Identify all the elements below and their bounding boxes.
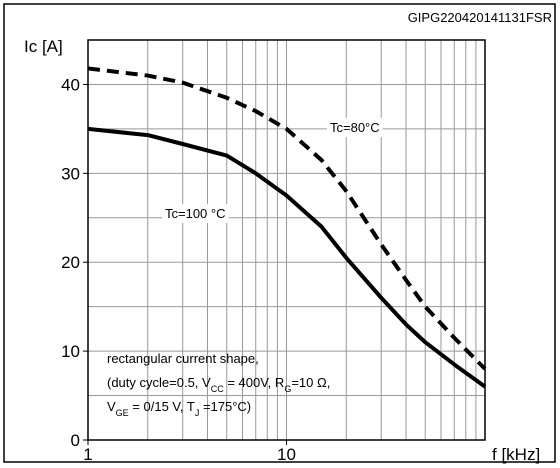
- outer-frame: [3, 3, 556, 463]
- x-tick-label: 1: [83, 445, 92, 464]
- annotation-part: J: [195, 408, 200, 418]
- y-tick-label: 30: [61, 164, 80, 183]
- y-tick-label: 10: [61, 342, 80, 361]
- series-line: [87, 66, 487, 371]
- label-bg: [327, 118, 383, 137]
- x-tick-label: 10: [277, 445, 296, 464]
- annotation-part: (duty cycle=0.5, V: [107, 375, 211, 390]
- annotation-part: = 0/15 V, T: [129, 399, 195, 414]
- annotation-part: G: [284, 384, 291, 394]
- annotation-part: = 400V, R: [224, 375, 285, 390]
- y-axis-label: Ic [A]: [24, 37, 63, 56]
- annotation-part: =10 Ω,: [291, 375, 330, 390]
- series-line: [87, 126, 487, 389]
- annotation-part: CC: [211, 384, 224, 394]
- annotation: VGE = 0/15 V, TJ =175°C): [107, 399, 251, 418]
- annotation-part: =175°C): [199, 399, 251, 414]
- annotation-part: GE: [116, 408, 129, 418]
- chart-title: GIPG220420141131FSR: [408, 10, 552, 25]
- x-axis-label: f [kHz]: [492, 445, 540, 464]
- label-bg: [162, 204, 229, 223]
- annotation: rectangular current shape,: [107, 351, 259, 366]
- y-tick-label: 0: [71, 431, 80, 450]
- y-tick-label: 20: [61, 253, 80, 272]
- annotation-part: V: [107, 399, 116, 414]
- annotation-part: rectangular current shape,: [107, 351, 259, 366]
- y-tick-label: 40: [61, 75, 80, 94]
- series-label: Tc=80°C: [330, 120, 380, 135]
- series-label: Tc=100 °C: [165, 206, 225, 221]
- annotation: (duty cycle=0.5, VCC = 400V, RG=10 Ω,: [107, 375, 330, 394]
